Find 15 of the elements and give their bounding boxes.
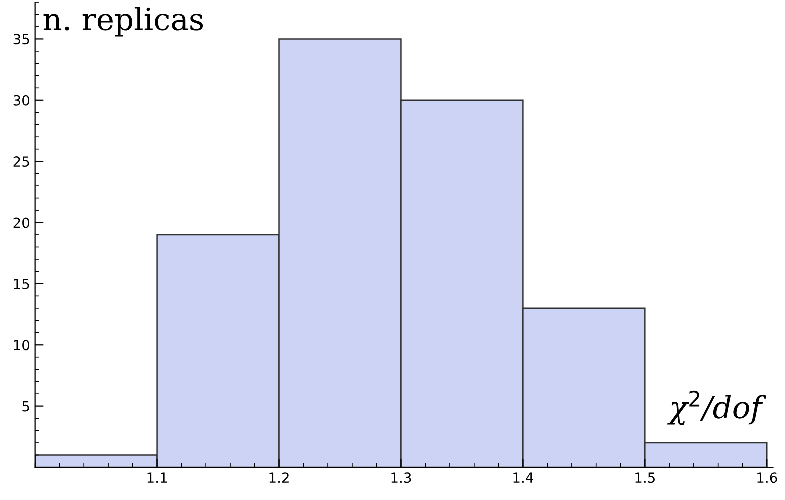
- y-tick-label: 25: [14, 156, 30, 168]
- y-tick-label: 15: [14, 279, 30, 290]
- x-tick-label: 1.5: [636, 472, 655, 484]
- x-tick-label: 1.2: [270, 472, 289, 483]
- y-tick-label: 20: [14, 218, 30, 228]
- x-axis-title: χ$^{2}$/dof: [667, 390, 767, 426]
- y-axis-title: n. replicas: [44, 7, 204, 37]
- y-tick-label: 5: [22, 401, 30, 412]
- x-tick-label: 1.4: [514, 472, 534, 483]
- x-tick-label: 1.3: [392, 472, 412, 484]
- x-tick-label: 1.6: [758, 472, 778, 484]
- y-tick-label: 10: [14, 340, 30, 351]
- x-tick-label: 1.1: [148, 472, 168, 483]
- y-tick-label: 30: [14, 95, 30, 106]
- y-tick-label: 35: [14, 34, 30, 45]
